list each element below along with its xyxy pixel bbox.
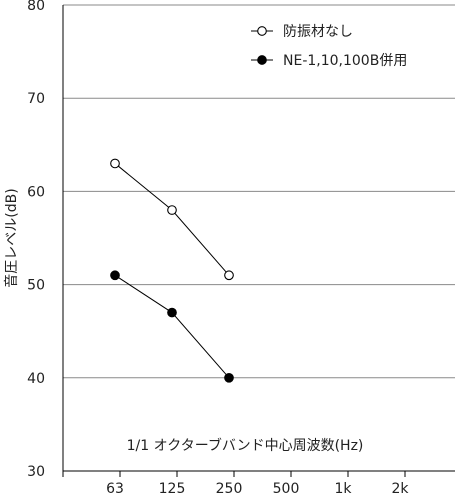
data-point xyxy=(110,270,120,281)
y-axis-title: 音圧レベル(dB) xyxy=(3,188,20,287)
series-line xyxy=(114,163,230,276)
series-line xyxy=(114,274,230,379)
y-tick-labels: 30 40 50 60 70 80 xyxy=(27,0,45,480)
legend-marker xyxy=(257,55,267,65)
series-1 xyxy=(110,158,234,281)
data-point xyxy=(167,205,177,215)
x-tick-label: 250 xyxy=(216,481,243,495)
legend: 防振材なし NE-1,10,100B併用 xyxy=(251,24,407,69)
x-tick-label: 1k xyxy=(334,481,352,495)
x-tick-labels: 63 125 250 500 1k 2k xyxy=(106,481,409,495)
x-tick-label: 125 xyxy=(159,481,186,495)
x-axis-title: 1/1 オクターブバンド中心周波数(Hz) xyxy=(127,437,364,454)
series-layer xyxy=(110,158,234,383)
legend-label: NE-1,10,100B併用 xyxy=(283,53,407,69)
y-tick-label: 70 xyxy=(27,91,45,107)
x-tick-label: 500 xyxy=(273,481,300,495)
data-point xyxy=(224,372,234,383)
series-2 xyxy=(110,270,234,383)
grid-lines xyxy=(63,4,455,379)
y-tick-label: 40 xyxy=(27,371,45,387)
data-point xyxy=(110,158,120,169)
plot-frame xyxy=(62,5,455,477)
y-tick-label: 60 xyxy=(27,184,45,200)
x-tick-label: 2k xyxy=(391,481,409,495)
y-tick-label: 30 xyxy=(27,464,45,480)
data-point xyxy=(224,270,234,281)
y-tick-label: 50 xyxy=(27,278,45,294)
legend-marker xyxy=(257,26,267,36)
x-tick-label: 63 xyxy=(106,481,124,495)
y-tick-label: 80 xyxy=(27,0,45,14)
data-point xyxy=(167,307,177,318)
legend-label: 防振材なし xyxy=(283,24,353,40)
